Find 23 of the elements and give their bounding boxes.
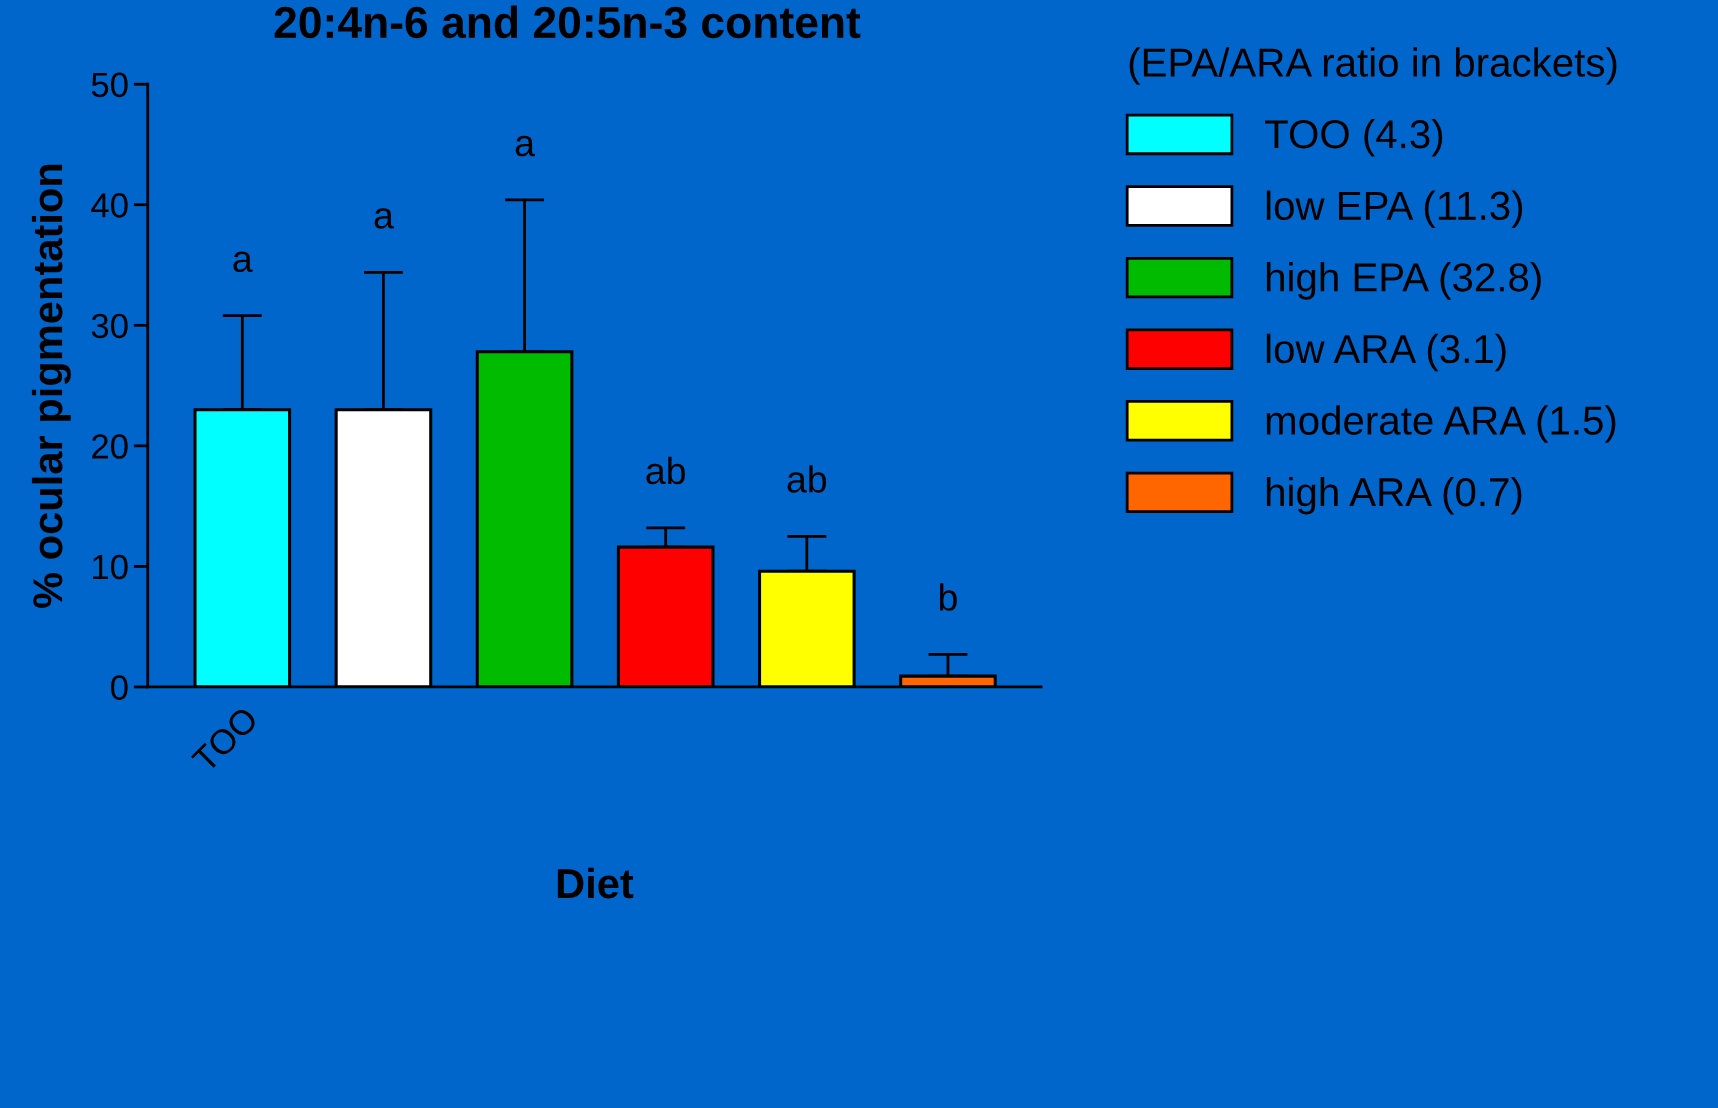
legend-label: moderate ARA (1.5)	[1266, 405, 1616, 443]
y-tick-label: 40	[91, 193, 128, 218]
x-tick-label: TOO	[190, 705, 260, 774]
legend-label: low EPA (11.3)	[1266, 190, 1523, 229]
y-tick-label: 30	[91, 313, 128, 339]
x-axis-title: Diet	[557, 867, 634, 899]
annotation: b	[939, 583, 957, 611]
legend-label: high EPA (32.8)	[1266, 262, 1541, 300]
chart-title: 20:4n-6 and 20:5n-3 content	[274, 5, 861, 39]
annotation: ab	[646, 456, 685, 485]
annotation: ab	[787, 465, 827, 493]
legend-label: TOO (4.3)	[1265, 118, 1443, 157]
y-tick-label: 50	[91, 72, 128, 98]
annotation: a	[374, 208, 394, 229]
legend-title: (EPA/ARA ratio in brackets)	[1129, 47, 1617, 85]
annotation: a	[515, 135, 535, 157]
legend-label: low ARA (3.1)	[1266, 333, 1506, 372]
annotation: a	[233, 251, 253, 273]
legend-label: high ARA (0.7)	[1266, 476, 1522, 515]
y-tick-label: 20	[92, 434, 128, 459]
y-axis-title: % ocular pigmentation	[31, 164, 71, 608]
y-tick-label: 0	[111, 675, 128, 700]
y-tick-label: 10	[93, 554, 128, 580]
